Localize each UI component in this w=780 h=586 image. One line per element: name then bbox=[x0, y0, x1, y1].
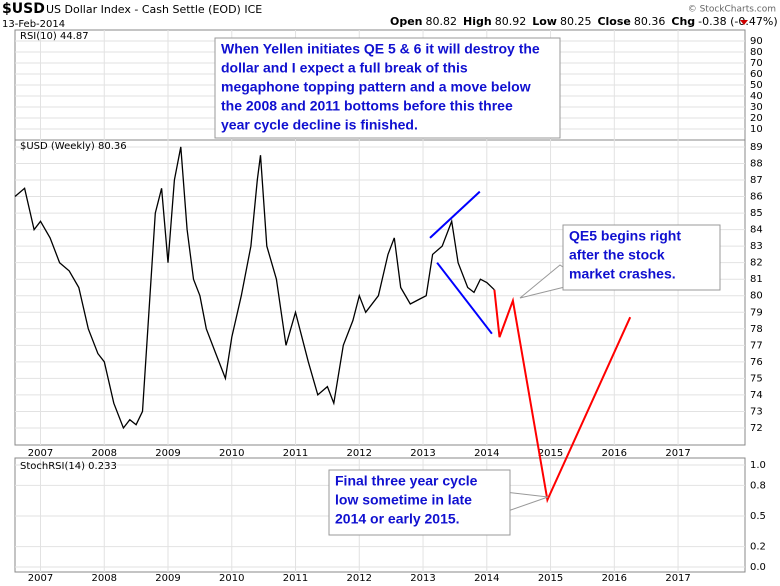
y-tick-label: 84 bbox=[750, 225, 763, 236]
series-line bbox=[436, 262, 493, 335]
annotation-text: 2014 or early 2015. bbox=[335, 511, 460, 527]
x-tick-label: 2008 bbox=[92, 448, 117, 459]
y-tick-label: 83 bbox=[750, 241, 763, 252]
x-tick-label: 2015 bbox=[538, 448, 563, 459]
x-tick-label: 2007 bbox=[28, 448, 53, 459]
annotation-text: megaphone topping pattern and a move bel… bbox=[221, 79, 531, 95]
quote-value: 80.82 bbox=[426, 15, 458, 28]
date: 13-Feb-2014 bbox=[2, 19, 65, 30]
x-tick-label: 2013 bbox=[410, 448, 435, 459]
y-tick-label: 82 bbox=[750, 258, 763, 269]
price-legend: $USD (Weekly) 80.36 bbox=[20, 141, 127, 152]
x-tick-label: 2014 bbox=[474, 448, 499, 459]
quote-value: -0.38 (-0.47%) bbox=[698, 15, 777, 28]
y-tick-label: 20 bbox=[750, 113, 763, 124]
quote-value: 80.25 bbox=[560, 15, 592, 28]
y-tick-label: 74 bbox=[750, 390, 763, 401]
annotation-box bbox=[214, 37, 561, 139]
x-tick-label: 2017 bbox=[665, 448, 690, 459]
y-tick-label: 1.0 bbox=[750, 460, 766, 471]
x-tick-label: 2012 bbox=[347, 573, 372, 584]
x-tick-label: 2011 bbox=[283, 573, 308, 584]
annotation-text: QE5 begins right bbox=[569, 228, 681, 244]
annotation-text: low sometime in late bbox=[335, 492, 472, 508]
y-tick-label: 10 bbox=[750, 124, 763, 135]
marks bbox=[14, 146, 632, 504]
y-tick-label: 85 bbox=[750, 208, 763, 219]
series-line bbox=[14, 146, 495, 430]
y-tick-label: 80 bbox=[750, 291, 763, 302]
copyright: © StockCharts.com bbox=[688, 5, 776, 15]
y-tick-label: 76 bbox=[750, 357, 763, 368]
x-tick-label: 2013 bbox=[410, 573, 435, 584]
x-tick-label: 2009 bbox=[155, 448, 180, 459]
y-tick-label: 78 bbox=[750, 324, 763, 335]
y-tick-label: 73 bbox=[750, 406, 763, 417]
y-tick-label: 81 bbox=[750, 274, 763, 285]
quote-label: Low bbox=[532, 15, 557, 28]
down-arrow bbox=[740, 20, 748, 25]
x-tick-label: 2015 bbox=[538, 573, 563, 584]
y-tick-label: 80 bbox=[750, 47, 763, 58]
annotation-text: When Yellen initiates QE 5 & 6 it will d… bbox=[221, 41, 540, 57]
y-tick-label: 30 bbox=[750, 102, 763, 113]
quote-value: 80.92 bbox=[495, 15, 527, 28]
y-tick-label: 0.2 bbox=[750, 542, 766, 553]
annotation-text: year cycle decline is finished. bbox=[221, 117, 418, 133]
quote-value: 80.36 bbox=[634, 15, 666, 28]
y-tick-label: 90 bbox=[750, 36, 763, 47]
stoch-legend: StochRSI(14) 0.233 bbox=[20, 461, 117, 472]
quote-label: Open bbox=[390, 15, 423, 28]
y-tick-label: 0.8 bbox=[750, 480, 766, 491]
y-tick-label: 60 bbox=[750, 69, 763, 80]
y-tick-label: 87 bbox=[750, 175, 763, 186]
x-tick-label: 2011 bbox=[283, 448, 308, 459]
annotation-text: dollar and I expect a full break of this bbox=[221, 60, 468, 76]
x-tick-label: 2012 bbox=[347, 448, 372, 459]
annotation-text: market crashes. bbox=[569, 266, 676, 282]
annotations: When Yellen initiates QE 5 & 6 it will d… bbox=[214, 37, 721, 536]
x-tick-label: 2017 bbox=[665, 573, 690, 584]
annotation-text: Final three year cycle bbox=[335, 473, 478, 489]
instrument-name: US Dollar Index - Cash Settle (EOD) ICE bbox=[46, 3, 262, 16]
x-tick-label: 2016 bbox=[602, 573, 627, 584]
annotation-text: the 2008 and 2011 bottoms before this th… bbox=[221, 98, 513, 114]
x-tick-label: 2009 bbox=[155, 573, 180, 584]
y-tick-label: 0.5 bbox=[750, 511, 766, 522]
annotation-box bbox=[328, 469, 511, 536]
series-line bbox=[429, 190, 481, 239]
y-tick-label: 72 bbox=[750, 423, 763, 434]
y-tick-label: 88 bbox=[750, 158, 763, 169]
x-tick-label: 2010 bbox=[219, 448, 244, 459]
symbol: $USD bbox=[2, 1, 45, 17]
x-tick-label: 2014 bbox=[474, 573, 499, 584]
price-panel bbox=[14, 139, 746, 446]
quote: Open 80.82 High 80.92 Low 80.25 Close 80.36 Chg -… bbox=[390, 15, 778, 28]
rsi-legend: RSI(10) 44.87 bbox=[20, 31, 89, 42]
y-tick-label: 86 bbox=[750, 192, 763, 203]
series-line bbox=[493, 289, 632, 504]
annotation-text: after the stock bbox=[569, 247, 665, 263]
annotation-box bbox=[562, 224, 721, 291]
y-tick-label: 77 bbox=[750, 340, 763, 351]
x-tick-label: 2008 bbox=[92, 573, 117, 584]
quote-label: High bbox=[463, 15, 492, 28]
y-tick-label: 0.0 bbox=[750, 562, 766, 573]
y-tick-label: 50 bbox=[750, 80, 763, 91]
y-tick-label: 89 bbox=[750, 142, 763, 153]
x-tick-label: 2007 bbox=[28, 573, 53, 584]
y-tick-label: 40 bbox=[750, 91, 763, 102]
y-tick-label: 75 bbox=[750, 373, 763, 384]
y-tick-label: 70 bbox=[750, 58, 763, 69]
y-tick-label: 79 bbox=[750, 307, 763, 318]
quote-label: Close bbox=[597, 15, 630, 28]
x-tick-label: 2016 bbox=[602, 448, 627, 459]
x-tick-label: 2010 bbox=[219, 573, 244, 584]
quote-label: Chg bbox=[671, 15, 695, 28]
